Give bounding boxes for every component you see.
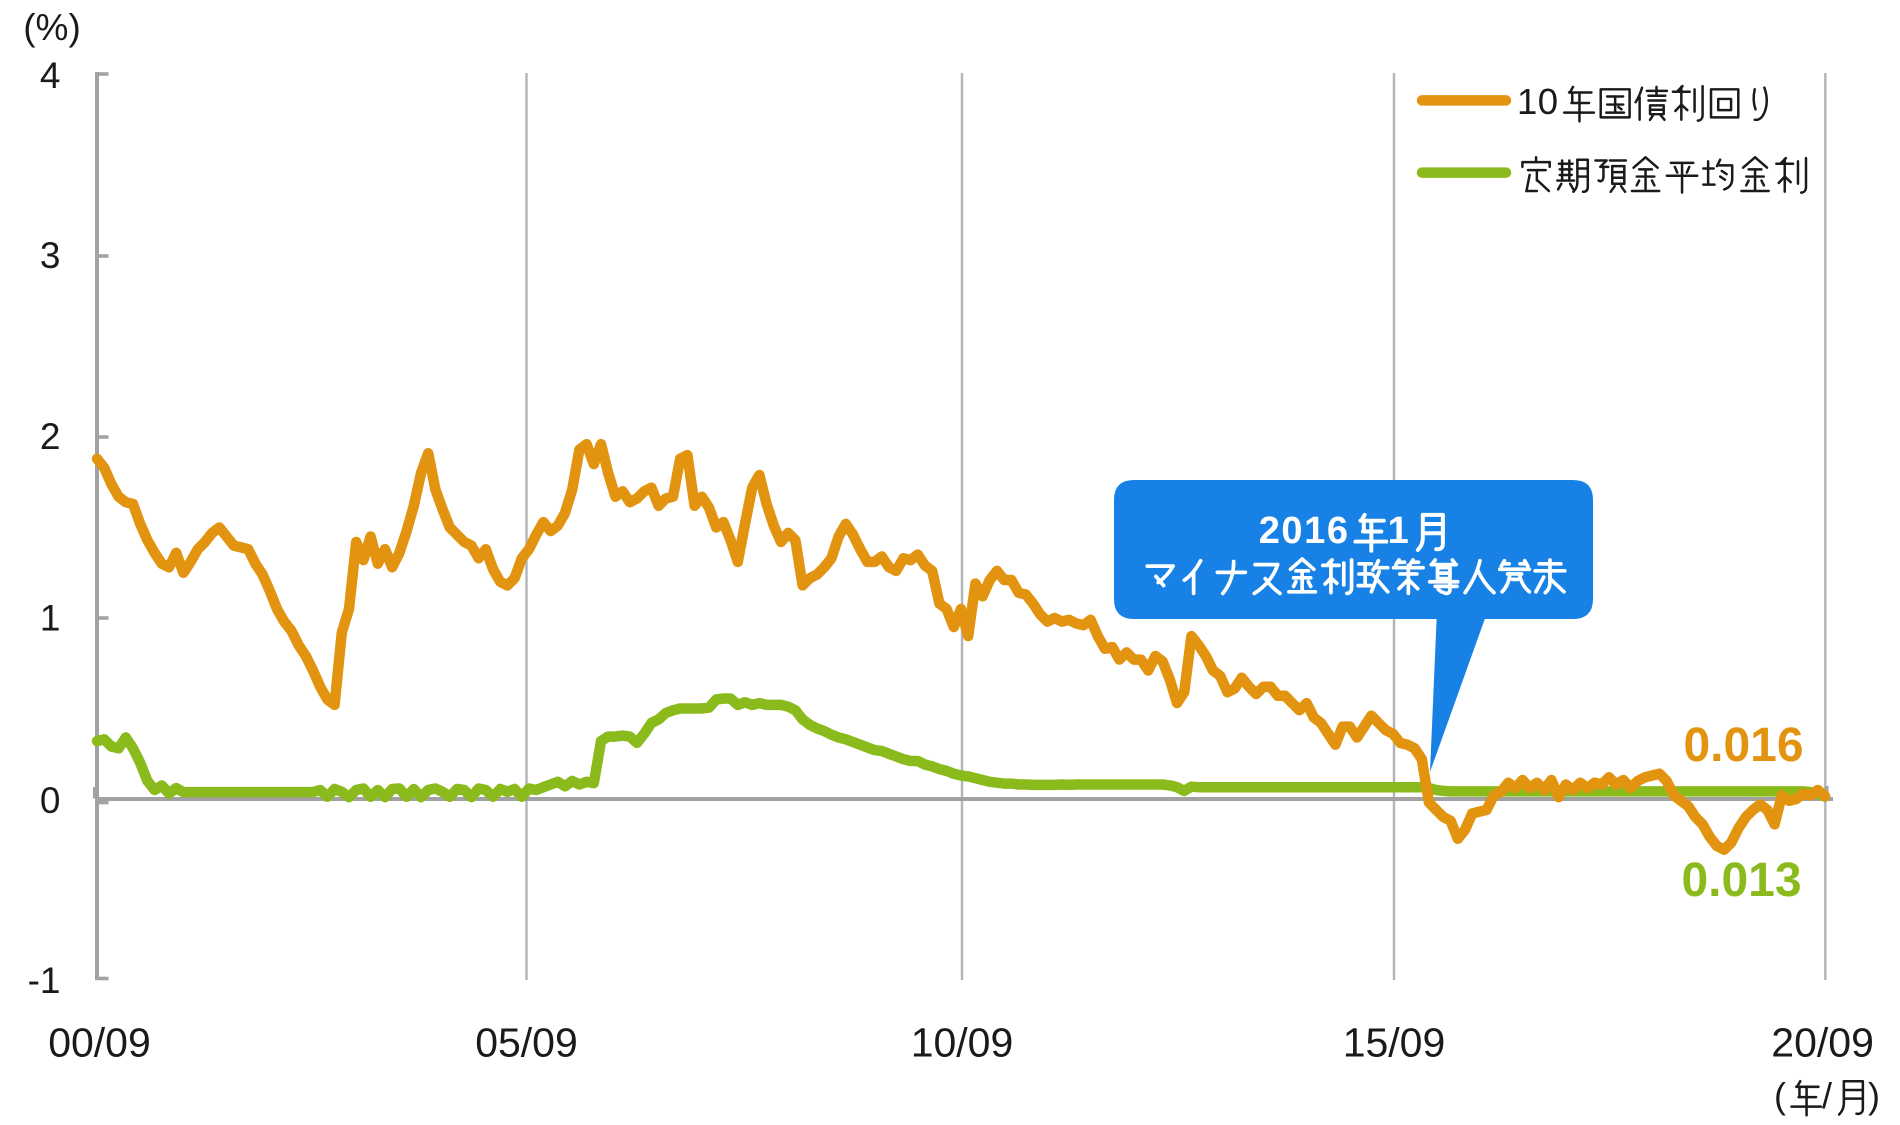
svg-text:-1: -1 bbox=[28, 960, 61, 1001]
svg-text:(: ( bbox=[1774, 1075, 1786, 1116]
svg-text:): ) bbox=[1868, 1075, 1880, 1116]
svg-text:20/09: 20/09 bbox=[1771, 1020, 1874, 1066]
svg-text:2: 2 bbox=[40, 416, 61, 457]
svg-text:1: 1 bbox=[40, 598, 61, 639]
svg-text:05/09: 05/09 bbox=[475, 1020, 578, 1066]
svg-text:0.016: 0.016 bbox=[1683, 719, 1803, 772]
svg-text:1: 1 bbox=[1388, 510, 1411, 552]
svg-text:00/09: 00/09 bbox=[48, 1020, 151, 1066]
svg-text:10/09: 10/09 bbox=[911, 1020, 1014, 1066]
svg-text:0: 0 bbox=[40, 780, 61, 821]
svg-text:/: / bbox=[1822, 1075, 1832, 1116]
svg-text:2016: 2016 bbox=[1259, 510, 1350, 552]
svg-text:(%): (%) bbox=[23, 7, 81, 48]
svg-text:3: 3 bbox=[40, 235, 61, 276]
svg-text:10: 10 bbox=[1517, 81, 1559, 122]
svg-text:15/09: 15/09 bbox=[1343, 1020, 1446, 1066]
svg-text:0.013: 0.013 bbox=[1681, 854, 1801, 907]
svg-text:4: 4 bbox=[40, 55, 61, 96]
